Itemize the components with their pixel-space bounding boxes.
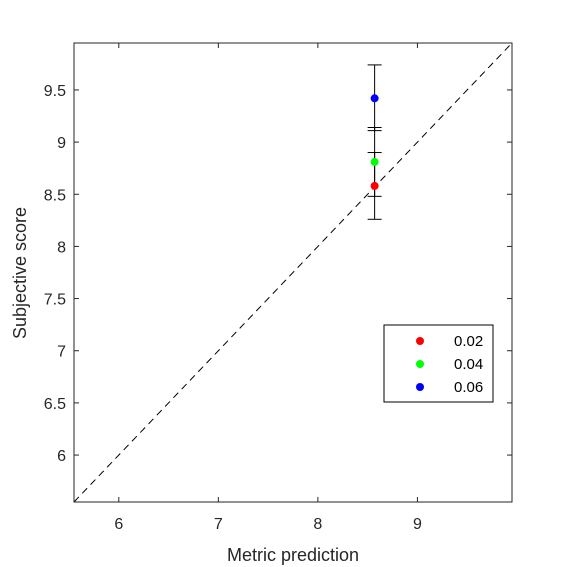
x-tick-label: 6 [114, 516, 123, 533]
data-point-1 [370, 157, 379, 166]
legend-box [383, 324, 494, 403]
legend: 0.02 0.04 0.06 [383, 324, 494, 403]
legend-label-2: 0.06 [454, 379, 483, 396]
legend-marker-2 [416, 383, 424, 391]
y-tick-label: 6 [57, 448, 66, 465]
legend-marker-0 [416, 337, 424, 345]
y-tick-label: 7.5 [44, 292, 66, 309]
y-tick-label: 7 [57, 344, 66, 361]
y-tick-label: 8.5 [44, 187, 66, 204]
axes: 6 7 8 9 6 6.5 7 7.5 8 8.5 9 9.5 [44, 42, 513, 533]
axes-box [73, 42, 513, 503]
data-point-2 [370, 94, 379, 103]
x-tick-label: 7 [214, 516, 223, 533]
y-axis-title: Subjective score [10, 207, 30, 339]
legend-label-1: 0.04 [454, 356, 483, 373]
y-tick-label: 6.5 [44, 396, 66, 413]
x-tick-label: 8 [313, 516, 322, 533]
y-tick-label: 9.5 [44, 83, 66, 100]
reference-line [73, 42, 513, 503]
x-axis-title: Metric prediction [227, 545, 359, 565]
legend-label-0: 0.02 [454, 333, 483, 350]
x-tick-label: 9 [413, 516, 422, 533]
legend-marker-1 [416, 360, 424, 368]
y-tick-label: 9 [57, 135, 66, 152]
plot-area [73, 42, 513, 503]
y-tick-label: 8 [57, 239, 66, 256]
data-point-0 [370, 181, 379, 190]
